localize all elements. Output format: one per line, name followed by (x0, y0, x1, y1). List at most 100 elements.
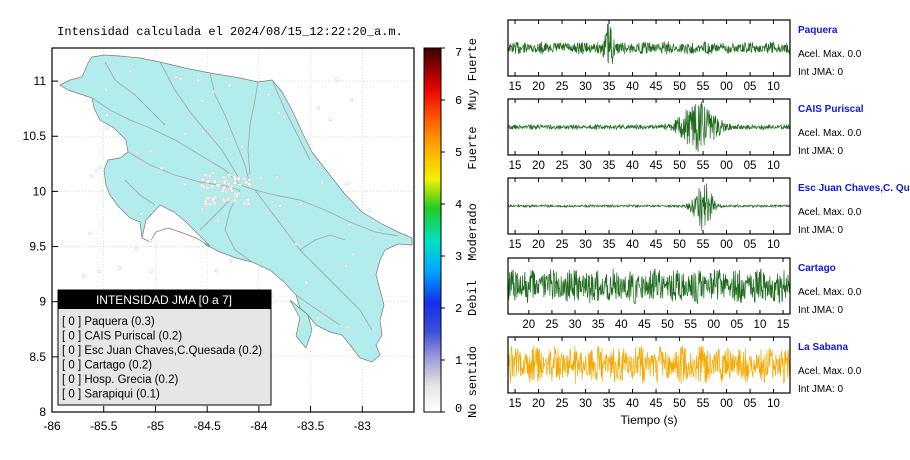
waveform-tick-label: 45 (650, 239, 663, 251)
waveform-tick-label: 45 (650, 160, 663, 172)
colorbar-tick-label: 6 (455, 94, 462, 108)
station-marker (304, 281, 308, 285)
waveform-tick-label: 30 (579, 81, 592, 93)
station-marker (345, 325, 349, 329)
waveform-tick-label: 25 (556, 239, 569, 251)
station-marker (226, 197, 231, 202)
waveform-tick-label: 45 (638, 319, 651, 331)
accel-max-label: Acel. Max. 0.0 (798, 207, 862, 218)
station-marker (82, 273, 86, 277)
station-marker (247, 182, 252, 186)
accel-max-label: Acel. Max. 0.0 (798, 49, 862, 60)
waveform-tick-label: 40 (626, 81, 639, 93)
station-marker (148, 149, 152, 153)
map-lat-tick-label: 10 (33, 184, 47, 198)
station-marker (203, 173, 208, 177)
waveform-panel: 15 20 25 30 35 40 45 50 55 00 05 10 Paquera Acel. Max… (507, 19, 862, 93)
station-marker (240, 145, 244, 149)
waveform-tick-label: 15 (509, 81, 522, 93)
waveform-tick-label: 25 (556, 160, 569, 172)
station-marker (222, 175, 226, 179)
station-marker (315, 316, 319, 320)
legend-box (57, 289, 272, 406)
map-lon-tick-label: -83.5 (297, 419, 325, 433)
colorbar-tick-label: 5 (455, 146, 462, 160)
station-marker (230, 189, 234, 193)
station-marker (97, 269, 101, 273)
station-marker (208, 202, 212, 206)
station-marker (88, 231, 92, 235)
waveform-tick-label: 15 (509, 398, 522, 410)
accel-max-label: Acel. Max. 0.0 (798, 287, 862, 298)
waveform-panel: 15 20 25 30 35 40 45 50 55 00 05 10 Esc Juan Chaves,… (507, 177, 910, 251)
station-marker (104, 88, 108, 92)
waveform-trace (507, 345, 791, 385)
station-marker (349, 98, 353, 102)
station-marker (90, 174, 94, 178)
legend-row: [ 0 ] Esc Juan Chaves,C.Quesada (0.2) (62, 345, 262, 357)
waveform-tick-label: 05 (730, 319, 743, 331)
station-marker (241, 177, 246, 181)
int-jma-label: Int JMA: 0 (798, 67, 843, 78)
station-marker (335, 77, 339, 81)
station-marker (316, 106, 320, 110)
waveform-frame (507, 98, 791, 156)
legend-row: [ 0 ] Cartago (0.2) (62, 360, 152, 372)
colorbar-label-moderado: Moderado (466, 203, 480, 261)
waveform-tick-label: 50 (673, 239, 686, 251)
map-lat-tick-label: 8.5 (29, 350, 46, 364)
colorbar-tick-label: 2 (455, 302, 462, 316)
station-marker (282, 115, 286, 119)
waveform-tick-label: 10 (767, 81, 780, 93)
station-marker (216, 219, 220, 223)
waveform-tick-label: 00 (707, 319, 720, 331)
waveform-tick-label: 25 (546, 319, 559, 331)
waveform-trace (507, 23, 791, 64)
legend-row: [ 0 ] CAIS Puriscal (0.2) (62, 331, 182, 343)
waveform-tick-label: 20 (522, 319, 535, 331)
station-marker (160, 166, 164, 170)
map-lon-tick-label: -86 (43, 419, 61, 433)
station-marker (204, 202, 208, 206)
station-marker (277, 111, 281, 115)
waveform-tick-label: 05 (744, 81, 757, 93)
station-marker (246, 198, 250, 203)
station-marker (299, 202, 303, 206)
station-marker (174, 75, 178, 79)
waveform-xlabel: Tiempo (s) (621, 413, 678, 427)
station-marker (178, 77, 182, 81)
waveform-frame (507, 177, 791, 235)
station-marker (246, 201, 251, 206)
station-marker (117, 266, 121, 270)
station-marker (278, 204, 282, 208)
station-marker (344, 264, 348, 268)
colorbar-gradient (423, 47, 442, 413)
station-marker (206, 196, 210, 201)
map-lon-tick-label: -84 (250, 419, 268, 433)
waveform-tick-label: 05 (744, 239, 757, 251)
waveform-tick-label: 50 (673, 160, 686, 172)
station-marker (98, 165, 102, 169)
station-marker (275, 175, 279, 179)
map-lat-tick-label: 8 (39, 405, 46, 419)
legend-row: [ 0 ] Paquera (0.3) (62, 316, 155, 328)
waveform-tick-label: 15 (509, 239, 522, 251)
legend-header: INTENSIDAD JMA [0 a 7] (96, 293, 232, 307)
station-marker (236, 176, 241, 181)
waveform-tick-label: 05 (744, 160, 757, 172)
waveform-panel: 20 25 30 35 40 45 50 55 00 05 10 15 Cartago Acel. Max… (507, 257, 862, 331)
colorbar-label-muy-fuerte: Muy Fuerte (466, 38, 480, 110)
waveform-tick-label: 25 (556, 81, 569, 93)
station-marker (211, 171, 215, 175)
waveform-tick-label: 15 (509, 160, 522, 172)
waveform-panel: 15 20 25 30 35 40 45 50 55 00 05 10 CAIS Puriscal Ace… (507, 98, 864, 172)
station-marker (200, 183, 204, 188)
waveform-tick-label: 55 (697, 239, 710, 251)
waveform-tick-label: 10 (754, 319, 767, 331)
station-marker (206, 179, 211, 183)
station-marker (105, 113, 109, 117)
map-lat-tick-label: 11 (34, 74, 47, 88)
int-jma-label: Int JMA: 0 (798, 225, 843, 236)
station-marker (135, 151, 139, 155)
